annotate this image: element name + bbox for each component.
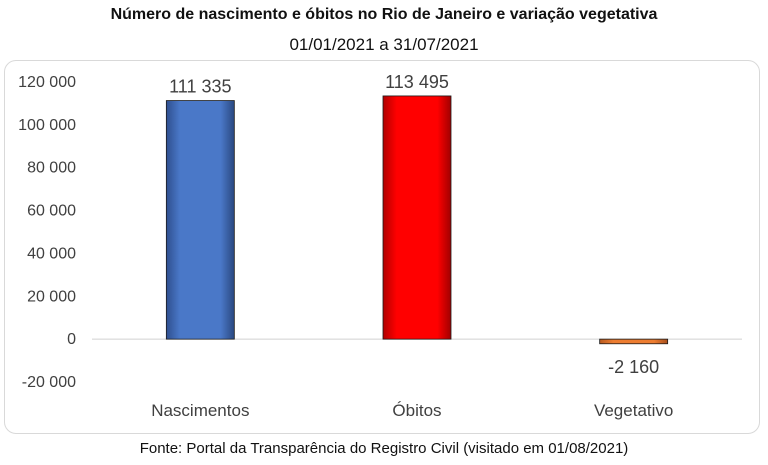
- data-label: -2 160: [608, 357, 659, 377]
- y-tick-label: 60 000: [27, 203, 76, 220]
- y-tick-label: -20 000: [22, 374, 76, 391]
- y-tick-label: 100 000: [18, 117, 76, 134]
- x-category-label: Nascimentos: [151, 401, 249, 420]
- x-category-label: Vegetativo: [594, 401, 673, 420]
- chart-area-frame: [4, 60, 760, 434]
- y-tick-label: 0: [67, 331, 76, 348]
- data-label: 111 335: [169, 77, 231, 97]
- bar-3: [599, 338, 669, 345]
- chart-title: Número de nascimento e óbitos no Rio de …: [110, 6, 658, 23]
- source-note: Fonte: Portal da Transparência do Regist…: [139, 440, 629, 457]
- bar-2: [382, 95, 452, 340]
- chart-subtitle: 01/01/2021 a 31/07/2021: [289, 35, 479, 54]
- y-tick-label: 20 000: [27, 288, 76, 305]
- y-tick-label: 120 000: [18, 74, 76, 91]
- y-tick-label: 40 000: [27, 245, 76, 262]
- data-label: 113 495: [385, 72, 449, 92]
- x-category-label: Óbitos: [392, 401, 441, 420]
- y-tick-label: 80 000: [27, 160, 76, 177]
- bar-1: [165, 100, 235, 340]
